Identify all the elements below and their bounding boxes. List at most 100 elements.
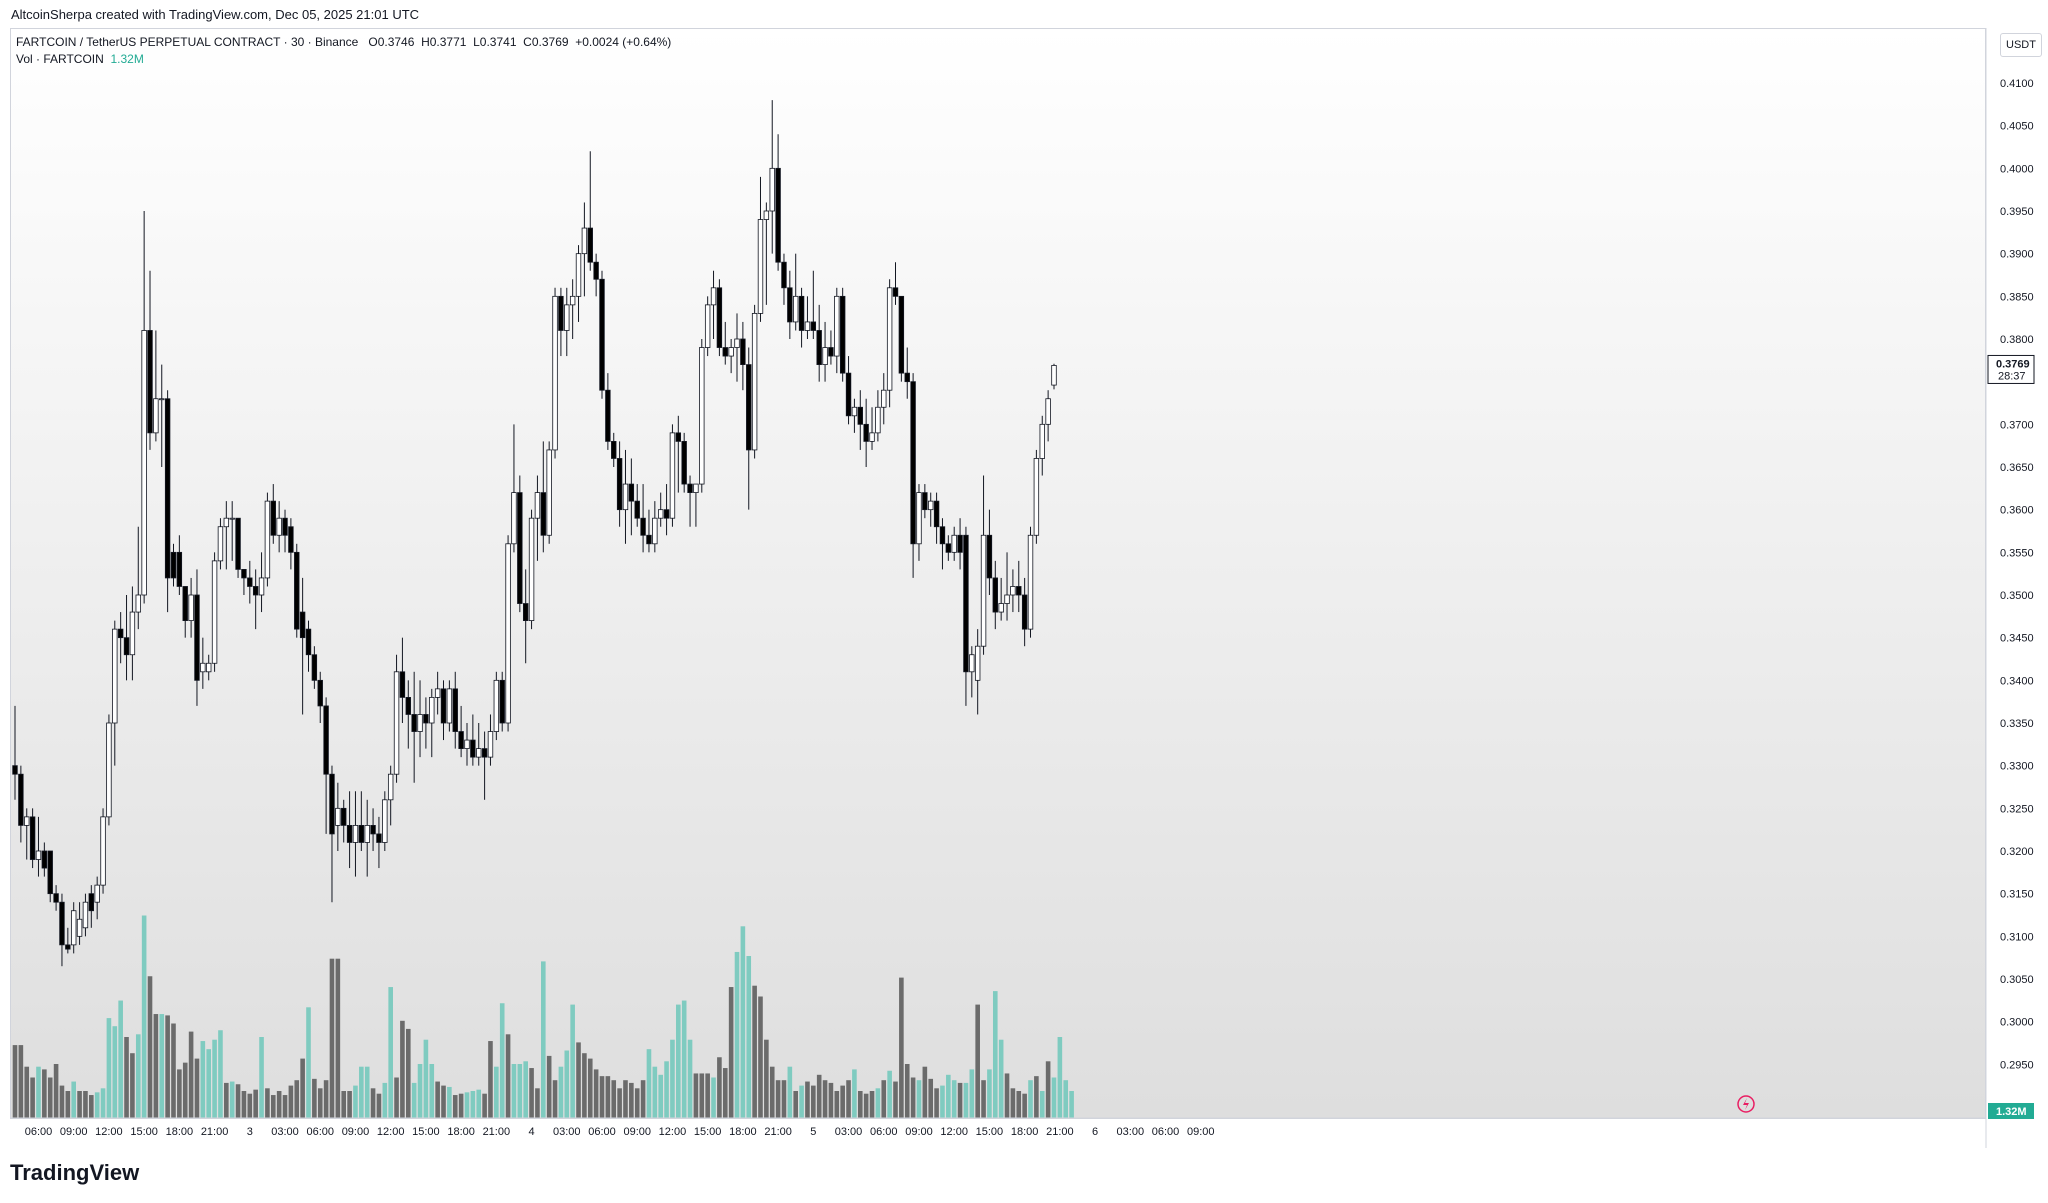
volume-bar [194,1058,200,1118]
candle-body [76,918,83,937]
candle [370,808,376,851]
volume-bar [405,1028,411,1118]
time-tick-label: 3 [247,1126,253,1138]
symbol-label[interactable]: FARTCOIN / TetherUS PERPETUAL CONTRACT ·… [16,35,359,49]
volume-bar [564,1050,570,1118]
candle-body [341,807,347,826]
currency-button[interactable]: USDT [2000,33,2042,57]
candle-body [658,509,664,519]
candle [511,424,517,553]
candle-body [170,551,177,579]
volume-bar [476,1089,482,1118]
candle [787,270,793,339]
candle [969,646,975,698]
price-tick-label: 0.3900 [2000,249,2034,261]
candle-body [722,347,728,357]
candle [341,799,347,843]
candle-body [581,227,588,255]
candle [53,885,59,911]
candle-body [622,483,629,511]
candle [1016,560,1022,613]
candle-body [704,304,711,348]
volume-bar [728,987,734,1118]
volume-bar [1069,1091,1074,1118]
candle-body [282,517,288,536]
volume-bar [218,1030,223,1118]
candle-body [886,287,893,391]
candle [734,313,740,382]
candle-body [746,364,752,451]
time-tick-label: 06:00 [588,1126,616,1138]
volume-bar [711,1077,716,1118]
candle-body [505,543,511,724]
candle [200,637,206,689]
volume-bar [869,1091,875,1118]
volume-bar [652,1066,658,1118]
candle [552,287,558,459]
candle [82,893,89,937]
volume-bar [229,1081,235,1118]
candle-body [258,577,265,596]
volume-bar [206,1049,212,1118]
volume-bar [294,1080,300,1118]
time-tick-label: 18:00 [729,1126,757,1138]
volume-bar [36,1066,41,1118]
candle [117,612,124,664]
candle [828,330,834,365]
candle-body [740,338,746,366]
candle [546,441,552,544]
candle [939,518,946,570]
candle-body [810,321,817,331]
candle [875,390,881,442]
volume-bar [992,991,998,1118]
candle [65,927,71,954]
candle-body [117,628,124,639]
candle [417,680,423,758]
candle-body [528,517,535,622]
volume-bar [447,1086,452,1118]
volume-bar [382,1082,388,1118]
candle [18,765,24,843]
candle-body [804,321,811,331]
volume-bar [541,961,546,1118]
candle [611,432,617,467]
candle-body [499,679,505,724]
candle [1033,449,1040,544]
candle-body [417,714,423,732]
time-tick-label: 12:00 [940,1126,968,1138]
volume-bar [517,1064,523,1118]
volume-bar [987,1069,992,1118]
candle [188,577,194,638]
volume-bar [699,1073,705,1118]
candle [487,714,494,766]
volume-bar [998,1039,1004,1118]
volume-tag-value: 1.32M [1996,1106,2027,1118]
price-tick-label: 0.3800 [2000,334,2034,346]
lightning-icon [1737,1095,1755,1113]
volume-bar [587,1058,593,1118]
tradingview-logo: TradingView [10,1160,139,1186]
candle-body [434,688,441,698]
candle-body [857,406,863,425]
volume-bar [752,985,757,1118]
volume-bar [100,1088,106,1118]
volume-bar [317,1088,323,1118]
candle-body [969,654,975,673]
time-tick-label: 06:00 [1152,1126,1180,1138]
candle-body [775,167,781,263]
candle-body [235,517,241,570]
candle-body [12,765,18,775]
volume-bar [764,1039,769,1118]
volume-bar [494,1066,499,1118]
volume-bar [1022,1093,1027,1118]
candle [153,330,159,442]
candle [669,424,676,527]
volume-bar [182,1062,188,1118]
volume-label[interactable]: Vol · FARTCOIN [16,52,104,66]
candle [241,569,247,595]
candle [881,373,887,425]
candle [434,671,441,715]
candle-body [534,492,541,519]
volume-bar [928,1078,934,1118]
